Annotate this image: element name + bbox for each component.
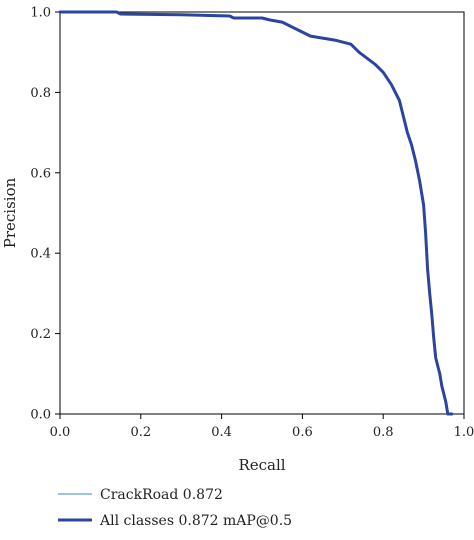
y-tick-label: 1.0	[30, 6, 51, 21]
x-axis-label: Recall	[238, 456, 285, 474]
y-tick-label: 0.6	[30, 166, 51, 181]
x-tick-label: 1.0	[454, 425, 474, 440]
plot-area	[59, 11, 465, 415]
x-tick-label: 0.4	[211, 425, 232, 440]
y-axis-label: Precision	[1, 177, 19, 248]
y-tick-label: 0.8	[30, 86, 51, 101]
x-tick-label: 0.2	[130, 425, 151, 440]
series-layer	[58, 10, 454, 416]
x-tick-label: 0.8	[373, 425, 394, 440]
y-axis: 0.0 0.2 0.4 0.6 0.8 1.0	[30, 6, 60, 423]
legend-label: CrackRoad 0.872	[100, 487, 223, 503]
legend-label: All classes 0.872 mAP@0.5	[99, 513, 292, 529]
y-tick-label: 0.0	[30, 408, 51, 423]
legend: CrackRoad 0.872 All classes 0.872 mAP@0.5	[58, 487, 292, 529]
y-tick-label: 0.4	[30, 247, 51, 262]
y-tick-label: 0.2	[30, 327, 51, 342]
x-tick-label: 0.6	[292, 425, 313, 440]
series-line-1	[58, 10, 454, 416]
x-axis: 0.0 0.2 0.4 0.6 0.8 1.0	[50, 414, 474, 440]
x-tick-label: 0.0	[50, 425, 71, 440]
